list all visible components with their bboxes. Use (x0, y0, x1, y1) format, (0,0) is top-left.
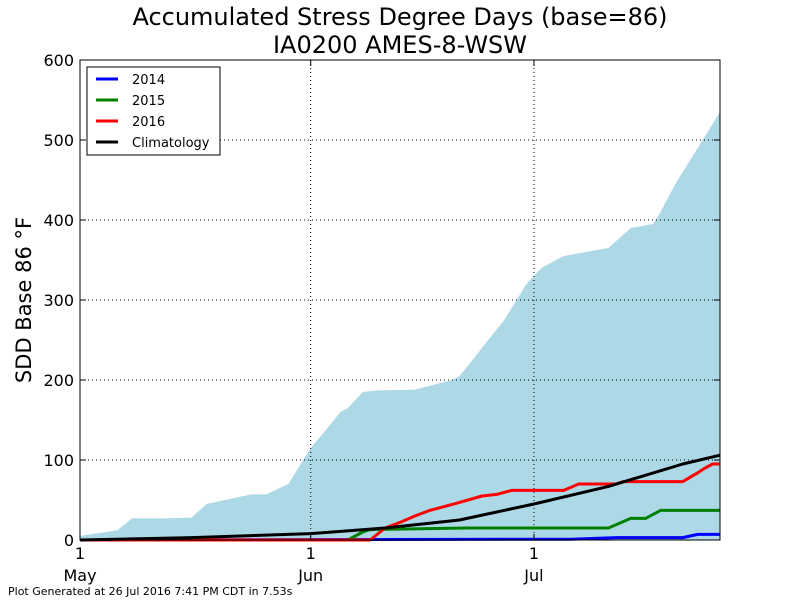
x-tick-label-day: 1 (306, 544, 316, 563)
legend-label-2014: 2014 (132, 73, 165, 88)
x-tick-label-month: Jun (297, 566, 323, 585)
x-tick-label-day: 1 (529, 544, 539, 563)
x-tick-label-day: 1 (75, 544, 85, 563)
chart-subtitle: IA0200 AMES-8-WSW (273, 31, 527, 59)
series-line-climatology (79, 453, 721, 542)
series-line-2014 (79, 532, 720, 542)
legend-box (86, 66, 221, 156)
y-axis-label: SDD Base 86 °F (12, 217, 36, 383)
legend-label-2016: 2016 (132, 115, 165, 130)
x-tick-label-month: Jul (523, 566, 543, 585)
y-tick-label: 0 (64, 531, 74, 550)
range-band-area (80, 112, 720, 540)
y-tick-label: 500 (43, 131, 74, 150)
footer-note: Plot Generated at 26 Jul 2016 7:41 PM CD… (8, 585, 293, 598)
y-tick-label: 200 (43, 371, 74, 390)
x-tick-label-month: May (63, 566, 96, 585)
y-tick-label: 600 (43, 51, 74, 70)
y-tick-label: 100 (43, 451, 74, 470)
y-tick-label: 400 (43, 211, 74, 230)
y-tick-label: 300 (43, 291, 74, 310)
series-line-2015 (80, 508, 720, 542)
legend: 2014 2015 2016 Climatology (86, 66, 221, 156)
chart-title: Accumulated Stress Degree Days (base=86) (132, 3, 667, 31)
plot-area: 0 100 200 300 400 500 600 1 May 1 Jun 1 Jul (43, 51, 721, 585)
series-line-2016 (80, 462, 720, 542)
legend-label-2015: 2015 (132, 94, 165, 109)
legend-label-climatology: Climatology (132, 136, 210, 151)
